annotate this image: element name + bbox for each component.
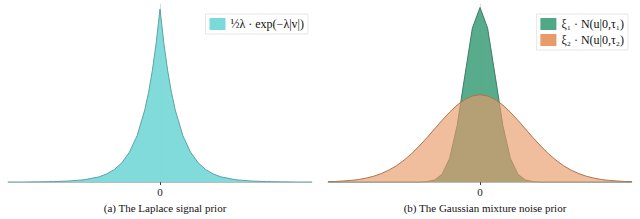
svg-text:ξ₁ · N(u|0,τ₁): ξ₁ · N(u|0,τ₁) (561, 17, 624, 31)
svg-text:½λ · exp(−λ|v|): ½λ · exp(−λ|v|) (230, 17, 304, 31)
svg-text:ξ₂ · N(u|0,τ₂): ξ₂ · N(u|0,τ₂) (561, 33, 624, 47)
svg-text:0: 0 (477, 186, 483, 198)
svg-text:(b) The Gaussian mixture noise: (b) The Gaussian mixture noise prior (404, 202, 567, 215)
svg-text:0: 0 (157, 186, 163, 198)
svg-text:(a) The Laplace signal prior: (a) The Laplace signal prior (104, 202, 227, 215)
